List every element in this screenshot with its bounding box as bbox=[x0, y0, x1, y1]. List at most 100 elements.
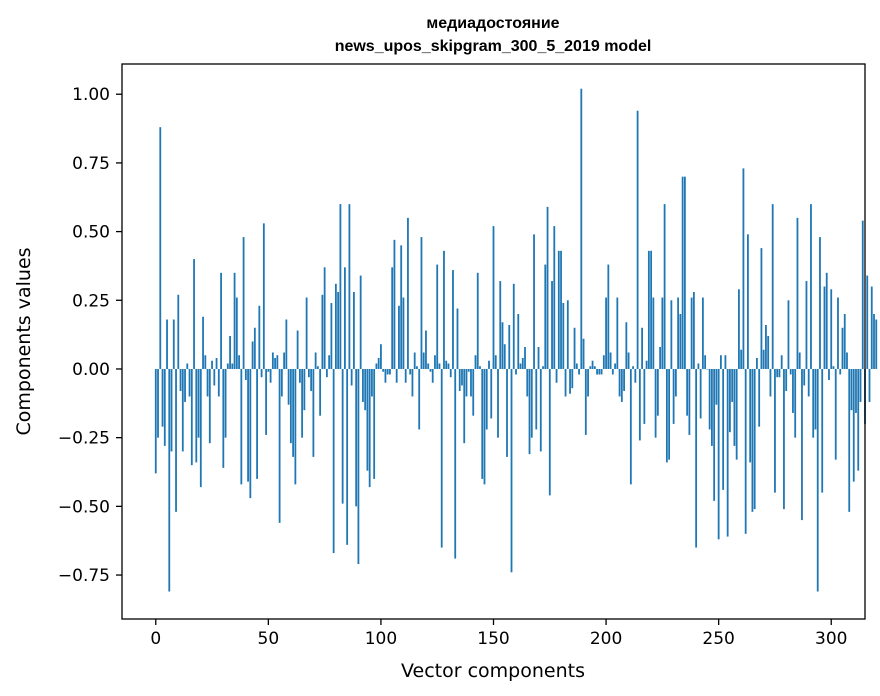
bar-component-110 bbox=[402, 297, 405, 369]
bar-component-49 bbox=[265, 368, 267, 435]
bar-component-67 bbox=[305, 297, 308, 369]
bar-component-190 bbox=[582, 338, 585, 369]
bar-component-111 bbox=[404, 368, 407, 383]
bar-component-300 bbox=[830, 289, 833, 369]
bar-component-187 bbox=[575, 363, 578, 369]
bar-component-144 bbox=[479, 366, 481, 369]
bar-component-4 bbox=[163, 368, 166, 446]
bar-component-274 bbox=[771, 204, 774, 369]
bar-component-18 bbox=[195, 368, 198, 463]
bar-component-146 bbox=[483, 368, 486, 485]
bar-component-75 bbox=[323, 267, 326, 369]
bar-component-9 bbox=[175, 368, 177, 512]
bar-component-98 bbox=[375, 363, 378, 369]
bar-component-99 bbox=[377, 357, 380, 369]
bar-component-200 bbox=[605, 297, 607, 369]
bar-component-239 bbox=[692, 292, 695, 369]
bar-component-180 bbox=[560, 250, 562, 369]
bar-component-282 bbox=[789, 368, 792, 375]
bar-component-262 bbox=[744, 368, 747, 534]
bar-component-213 bbox=[634, 368, 637, 383]
bar-component-226 bbox=[663, 204, 666, 369]
bar-component-107 bbox=[395, 368, 398, 383]
bar-component-66 bbox=[303, 368, 306, 411]
bar-component-37 bbox=[238, 355, 240, 369]
bar-component-290 bbox=[807, 368, 810, 397]
bar-component-41 bbox=[247, 368, 249, 482]
bar-component-112 bbox=[407, 217, 409, 369]
bar-component-293 bbox=[814, 368, 817, 430]
bar-component-114 bbox=[411, 368, 414, 397]
bar-component-156 bbox=[506, 368, 508, 457]
bar-component-253 bbox=[724, 355, 727, 369]
bar-component-165 bbox=[526, 368, 529, 397]
bar-component-295 bbox=[819, 237, 821, 369]
bar-component-102 bbox=[384, 368, 387, 383]
bar-component-245 bbox=[706, 368, 709, 370]
bar-component-233 bbox=[679, 314, 682, 369]
bar-component-95 bbox=[368, 368, 371, 488]
bar-component-15 bbox=[188, 368, 191, 397]
bar-component-65 bbox=[301, 368, 304, 438]
bar-component-119 bbox=[422, 352, 425, 369]
bar-component-130 bbox=[447, 363, 450, 369]
y-tick-label: −0.75 bbox=[58, 566, 110, 586]
bar-component-142 bbox=[474, 355, 477, 369]
y-tick-label: 0.75 bbox=[72, 154, 110, 174]
bar-component-296 bbox=[821, 368, 824, 493]
bar-component-40 bbox=[244, 368, 247, 380]
x-tick-label: 100 bbox=[365, 629, 397, 649]
bar-component-151 bbox=[494, 355, 497, 369]
bar-component-181 bbox=[562, 303, 565, 369]
bar-component-149 bbox=[490, 368, 493, 419]
bar-component-25 bbox=[211, 360, 213, 369]
bar-component-10 bbox=[177, 294, 180, 369]
bar-component-52 bbox=[271, 352, 274, 369]
bar-component-244 bbox=[704, 355, 707, 369]
bar-component-63 bbox=[296, 330, 299, 369]
bar-component-161 bbox=[517, 314, 520, 369]
bar-component-259 bbox=[738, 289, 740, 369]
bar-component-173 bbox=[544, 264, 547, 369]
bar-component-191 bbox=[584, 368, 587, 435]
bar-component-101 bbox=[382, 368, 385, 372]
bar-component-319 bbox=[873, 314, 875, 369]
bar-component-214 bbox=[636, 110, 639, 369]
bar-component-224 bbox=[659, 347, 662, 369]
bar-component-247 bbox=[711, 368, 713, 446]
bar-component-222 bbox=[654, 368, 657, 438]
bar-component-211 bbox=[629, 368, 632, 485]
bar-component-285 bbox=[796, 217, 799, 369]
bar-component-8 bbox=[172, 319, 175, 369]
bar-component-194 bbox=[591, 360, 594, 369]
bar-component-219 bbox=[647, 250, 650, 369]
bar-component-50 bbox=[267, 368, 270, 372]
bar-component-248 bbox=[713, 368, 716, 501]
bar-component-267 bbox=[756, 357, 758, 369]
bar-component-208 bbox=[623, 368, 625, 391]
bar-component-32 bbox=[226, 363, 229, 369]
bar-component-56 bbox=[280, 368, 283, 397]
bar-component-59 bbox=[287, 368, 290, 405]
bar-component-96 bbox=[371, 368, 373, 397]
bar-component-135 bbox=[458, 368, 461, 391]
bar-component-179 bbox=[557, 250, 560, 369]
bar-component-122 bbox=[429, 368, 432, 372]
x-axis-label: Vector components bbox=[401, 660, 585, 682]
bar-component-171 bbox=[539, 368, 542, 452]
bar-component-277 bbox=[778, 368, 781, 378]
bar-component-265 bbox=[751, 368, 754, 512]
bar-component-23 bbox=[206, 368, 209, 397]
bar-component-263 bbox=[747, 234, 749, 369]
bar-component-204 bbox=[614, 363, 616, 369]
bar-component-201 bbox=[607, 264, 610, 369]
bar-component-241 bbox=[697, 363, 700, 369]
bar-component-250 bbox=[717, 368, 720, 540]
bar-component-202 bbox=[609, 352, 612, 369]
y-tick-label: 1.00 bbox=[72, 85, 110, 105]
bar-component-317 bbox=[868, 368, 871, 402]
bar-component-145 bbox=[481, 368, 484, 479]
bar-component-139 bbox=[467, 368, 470, 372]
bar-component-125 bbox=[436, 264, 439, 369]
bar-component-255 bbox=[729, 368, 731, 433]
